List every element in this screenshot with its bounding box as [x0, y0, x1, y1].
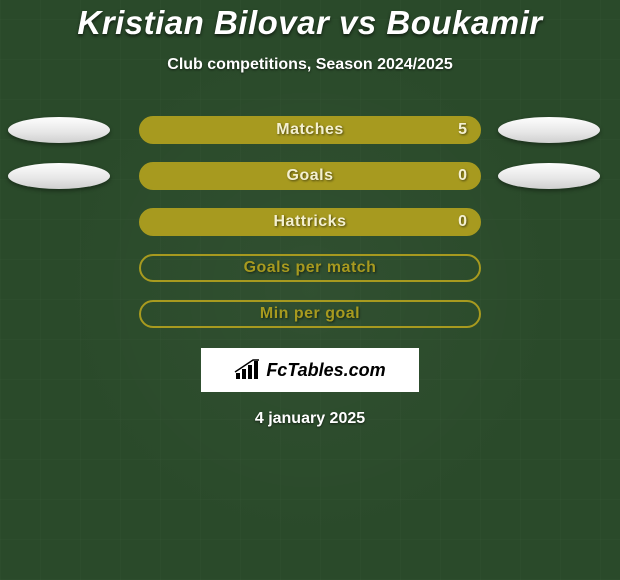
stat-label: Goals per match	[244, 259, 377, 277]
stat-row: Matches 5	[0, 116, 620, 144]
stat-bar: Hattricks 0	[139, 208, 481, 236]
stat-label: Min per goal	[260, 305, 360, 323]
root-container: Kristian Bilovar vs Boukamir Club compet…	[0, 0, 620, 428]
stat-value: 5	[458, 121, 467, 139]
stat-row: Min per goal	[0, 300, 620, 328]
page-title: Kristian Bilovar vs Boukamir	[77, 4, 542, 42]
branding-box: FcTables.com	[201, 348, 419, 392]
stat-bar: Min per goal	[139, 300, 481, 328]
stat-bar: Goals per match	[139, 254, 481, 282]
stat-label: Matches	[276, 121, 344, 139]
bar-chart-icon	[234, 359, 260, 381]
stat-row: Goals per match	[0, 254, 620, 282]
player-right-ellipse	[498, 117, 600, 143]
stat-value: 0	[458, 213, 467, 231]
stat-label: Hattricks	[274, 213, 347, 231]
branding-text: FcTables.com	[266, 360, 385, 381]
stat-row: Goals 0	[0, 162, 620, 190]
page-subtitle: Club competitions, Season 2024/2025	[167, 56, 452, 74]
stat-label: Goals	[287, 167, 334, 185]
stat-row: Hattricks 0	[0, 208, 620, 236]
stat-bar: Goals 0	[139, 162, 481, 190]
player-right-ellipse	[498, 163, 600, 189]
stat-bar: Matches 5	[139, 116, 481, 144]
stats-block: Matches 5 Goals 0 Hattricks 0 Goals per match M…	[0, 116, 620, 328]
stat-value: 0	[458, 167, 467, 185]
player-left-ellipse	[8, 163, 110, 189]
date-label: 4 january 2025	[255, 410, 365, 428]
player-left-ellipse	[8, 117, 110, 143]
